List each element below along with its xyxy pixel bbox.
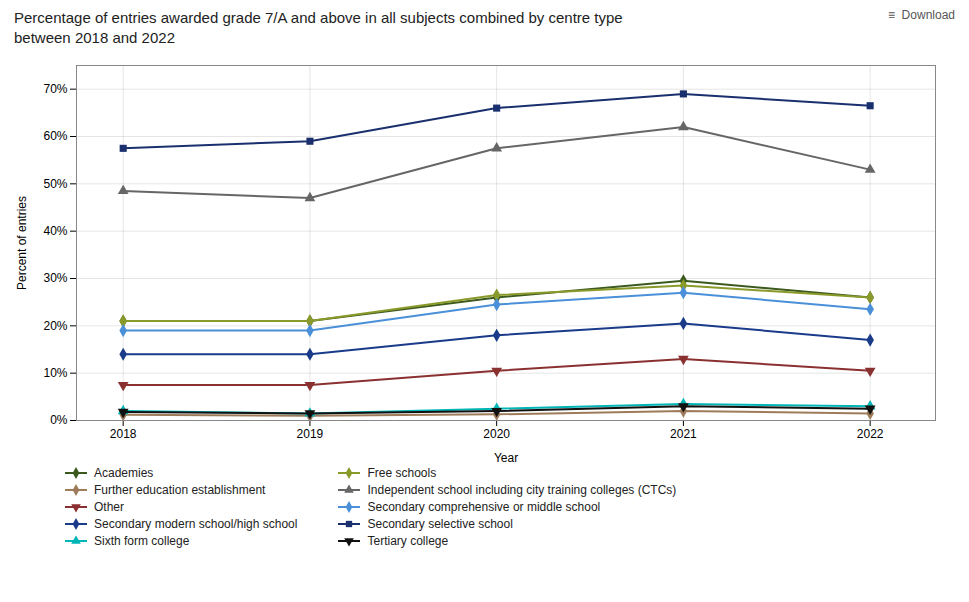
html-text:Secondary modern school/high s: Secondary modern school/high school <box>94 516 298 531</box>
svg-text:20%: 20% <box>43 318 67 332</box>
svg-text:70%: 70% <box>43 82 67 96</box>
html-text:Free schools: Free schools <box>367 465 437 480</box>
svg-text:2019: 2019 <box>297 427 324 441</box>
svg-text:2021: 2021 <box>670 427 697 441</box>
svg-text:2018: 2018 <box>110 427 137 441</box>
html-text:Further education establishmen: Further education establishment <box>94 482 266 497</box>
html-text:Percentage of entries awarded: Percentage of entries awarded grade 7/A … <box>14 9 623 47</box>
svg-text:0%: 0% <box>50 413 68 427</box>
svg-text:30%: 30% <box>43 271 67 285</box>
svg-text:Percent of entries: Percent of entries <box>15 195 29 289</box>
svg-text:2022: 2022 <box>857 427 884 441</box>
html-text:Secondary selective school: Secondary selective school <box>367 516 513 531</box>
html-text:Independent school including c: Independent school including city traini… <box>367 482 677 497</box>
svg-text:Year: Year <box>494 450 518 464</box>
svg-text:50%: 50% <box>43 176 67 190</box>
svg-text:40%: 40% <box>43 224 67 238</box>
html-text:Secondary comprehensive or mid: Secondary comprehensive or middle school <box>367 499 601 514</box>
html-text:≡ Download: ≡ Download <box>888 8 955 22</box>
html-text:Other: Other <box>94 499 124 514</box>
svg-text:10%: 10% <box>43 366 67 380</box>
html-text:Sixth form college: Sixth form college <box>94 533 190 548</box>
html-text:Tertiary college: Tertiary college <box>367 533 449 548</box>
svg-text:60%: 60% <box>43 129 67 143</box>
svg-text:2020: 2020 <box>483 427 510 441</box>
html-text:Academies: Academies <box>94 465 154 480</box>
